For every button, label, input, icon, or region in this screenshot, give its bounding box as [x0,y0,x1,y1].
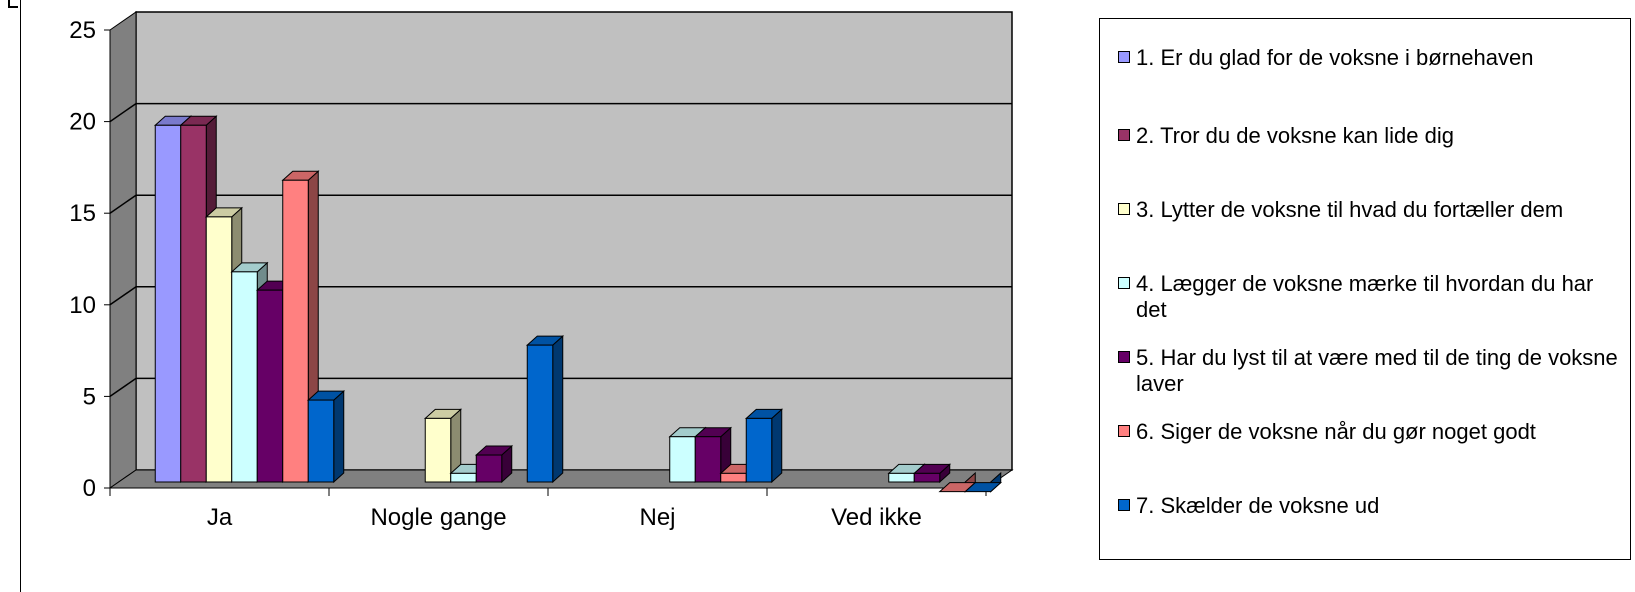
legend-label: 3. Lytter de voksne til hvad du fortælle… [1136,197,1564,222]
legend-label: 1. Er du glad for de voksne i børnehaven [1136,45,1534,70]
legend-swatch [1118,499,1130,511]
legend-label: 4. Lægger de voksne mærke til hvordan du… [1136,271,1594,322]
legend-swatch [1118,51,1130,63]
legend-item: 3. Lytter de voksne til hvad du fortælle… [1118,197,1623,223]
corner-mark [8,0,18,8]
bar [720,472,747,483]
y-tick-label: 0 [83,475,96,502]
bar-side [552,334,564,484]
bar [669,436,696,483]
gridline [109,377,1012,398]
y-tick-label: 10 [69,292,96,319]
bar [231,271,258,483]
legend-swatch [1118,203,1130,215]
legend-label: 7. Skælder de voksne ud [1136,493,1380,518]
bar [913,472,941,483]
legend-label: 6. Siger de voksne når du gør noget godt [1136,419,1536,444]
bar-side [771,408,783,484]
bar [694,436,722,483]
legend: 1. Er du glad for de voksne i børnehaven… [1099,18,1631,560]
legend-label: 5. Har du lyst til at være med til de ti… [1136,345,1618,396]
bar [205,216,233,483]
bar [450,472,477,483]
legend-item: 2. Tror du de voksne kan lide dig [1118,123,1623,149]
bar [307,399,335,483]
bar [282,179,309,483]
legend-swatch [1118,277,1130,289]
y-tick-label: 5 [83,383,96,410]
legend-item: 6. Siger de voksne når du gør noget godt [1118,419,1623,445]
legend-item: 4. Lægger de voksne mærke til hvordan du… [1118,271,1623,323]
bar [424,417,452,483]
frame-edge [20,0,21,592]
bar-side [333,389,345,484]
bar [154,124,182,483]
bar-top [963,482,1003,493]
legend-swatch [1118,425,1130,437]
bar [256,289,284,483]
bar [888,472,915,483]
legend-item: 7. Skælder de voksne ud [1118,493,1623,519]
x-tick-label: Nej [639,504,675,531]
gridline [109,286,1012,306]
x-tick-label: Ja [207,504,233,531]
bar [745,417,773,483]
legend-swatch [1118,351,1130,363]
x-tick-label: Ved ikke [831,504,922,531]
bar [475,454,503,483]
bar [180,124,207,483]
legend-swatch [1118,129,1130,141]
legend-label: 2. Tror du de voksne kan lide dig [1136,123,1454,148]
bar [526,344,554,483]
side-wall [109,11,137,489]
y-tick-label: 25 [69,17,96,44]
legend-item: 5. Har du lyst til at være med til de ti… [1118,345,1623,397]
x-tick-label: Nogle gange [370,504,506,531]
y-tick-label: 15 [69,200,96,227]
gridline [109,102,1012,123]
bar-chart: 0 5 10 15 20 25 Ja Nogle gange Nej Ved ikke [69,11,1014,531]
gridline [109,194,1012,214]
y-tick-label: 20 [69,109,96,136]
legend-item: 1. Er du glad for de voksne i børnehaven [1118,45,1623,71]
